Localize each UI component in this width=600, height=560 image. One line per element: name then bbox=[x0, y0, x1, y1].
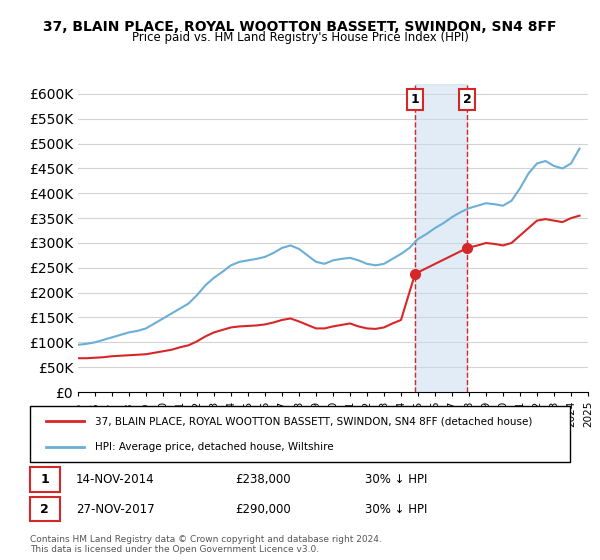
Text: 1: 1 bbox=[40, 473, 49, 486]
Text: 27-NOV-2017: 27-NOV-2017 bbox=[76, 503, 155, 516]
FancyBboxPatch shape bbox=[30, 497, 60, 521]
FancyBboxPatch shape bbox=[30, 468, 60, 492]
Text: 30% ↓ HPI: 30% ↓ HPI bbox=[365, 503, 427, 516]
Text: 37, BLAIN PLACE, ROYAL WOOTTON BASSETT, SWINDON, SN4 8FF: 37, BLAIN PLACE, ROYAL WOOTTON BASSETT, … bbox=[43, 20, 557, 34]
Text: 14-NOV-2014: 14-NOV-2014 bbox=[76, 473, 155, 486]
Text: Price paid vs. HM Land Registry's House Price Index (HPI): Price paid vs. HM Land Registry's House … bbox=[131, 31, 469, 44]
Text: 1: 1 bbox=[411, 93, 419, 106]
Text: 2: 2 bbox=[463, 93, 472, 106]
FancyBboxPatch shape bbox=[30, 406, 570, 462]
Bar bbox=[415, 84, 467, 392]
Text: HPI: Average price, detached house, Wiltshire: HPI: Average price, detached house, Wilt… bbox=[95, 442, 334, 452]
Text: Contains HM Land Registry data © Crown copyright and database right 2024.
This d: Contains HM Land Registry data © Crown c… bbox=[30, 535, 382, 554]
Text: £238,000: £238,000 bbox=[235, 473, 291, 486]
Text: 37, BLAIN PLACE, ROYAL WOOTTON BASSETT, SWINDON, SN4 8FF (detached house): 37, BLAIN PLACE, ROYAL WOOTTON BASSETT, … bbox=[95, 416, 532, 426]
Text: 2: 2 bbox=[40, 503, 49, 516]
Text: 30% ↓ HPI: 30% ↓ HPI bbox=[365, 473, 427, 486]
Text: £290,000: £290,000 bbox=[235, 503, 291, 516]
